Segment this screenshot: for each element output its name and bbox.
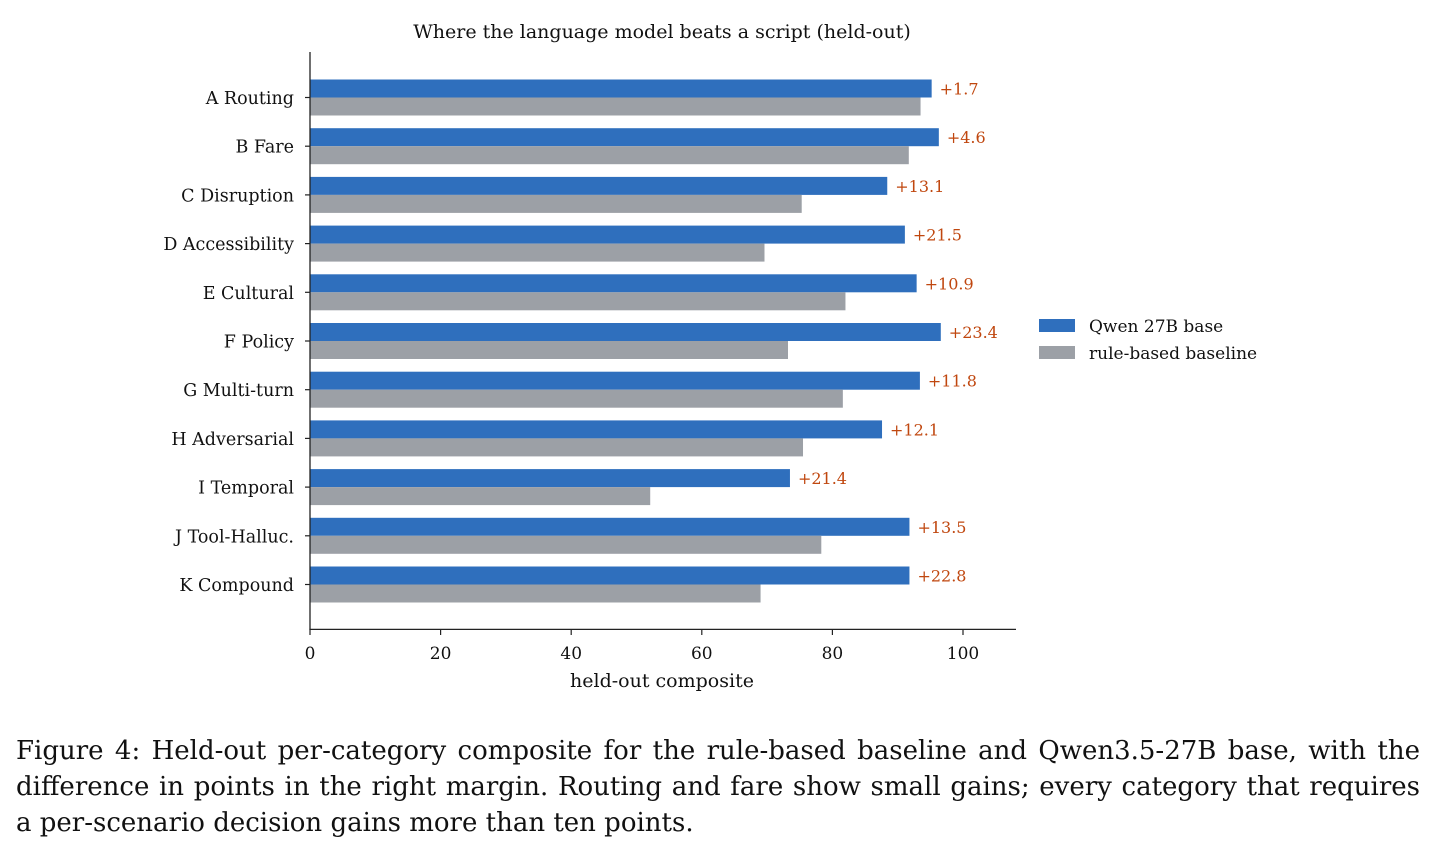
bar-chart: Where the language model beats a script … xyxy=(163,21,1257,692)
chart-title: Where the language model beats a script … xyxy=(413,21,911,43)
bar-qwen-k-compound xyxy=(310,566,910,585)
y-tick-label-e-cultural: E Cultural xyxy=(203,284,295,304)
bar-baseline-k-compound xyxy=(310,584,761,603)
y-tick-labels: A Routing B Fare C Disruption D Accessibili… xyxy=(163,89,310,596)
bar-baseline-i-temporal xyxy=(310,487,651,506)
difference-label-e-cultural: +10.9 xyxy=(925,274,974,293)
x-tick-label-80: 80 xyxy=(822,644,844,664)
bar-qwen-d-accessibility xyxy=(310,225,905,244)
bar-baseline-a-routing xyxy=(310,97,921,116)
difference-label-b-fare: +4.6 xyxy=(947,128,986,147)
bar-baseline-d-accessibility xyxy=(310,243,765,262)
difference-label-i-temporal: +21.4 xyxy=(798,469,847,488)
x-tick-label-100: 100 xyxy=(947,644,979,664)
bar-baseline-g-multi-turn xyxy=(310,389,843,408)
x-tick-label-60: 60 xyxy=(691,644,713,664)
x-tick-label-0: 0 xyxy=(305,644,316,664)
y-tick-label-a-routing: A Routing xyxy=(205,89,294,109)
difference-label-a-routing: +1.7 xyxy=(940,80,979,99)
difference-label-f-policy: +23.4 xyxy=(949,323,998,342)
y-tick-label-f-policy: F Policy xyxy=(224,333,294,353)
legend-swatch-baseline xyxy=(1039,346,1075,359)
bar-baseline-e-cultural xyxy=(310,292,846,311)
y-tick-label-i-temporal: I Temporal xyxy=(198,479,294,499)
y-tick-label-b-fare: B Fare xyxy=(235,138,294,158)
bar-qwen-g-multi-turn xyxy=(310,371,920,390)
y-tick-label-h-adversarial: H Adversarial xyxy=(171,430,294,450)
bar-qwen-h-adversarial xyxy=(310,420,883,439)
y-tick-label-j-tool-halluc: J Tool-Halluc. xyxy=(173,527,294,547)
difference-label-g-multi-turn: +11.8 xyxy=(928,372,977,391)
bar-qwen-a-routing xyxy=(310,79,932,98)
difference-label-c-disruption: +13.1 xyxy=(895,177,944,196)
x-tick-label-40: 40 xyxy=(560,644,582,664)
y-tick-label-g-multi-turn: G Multi-turn xyxy=(183,381,294,401)
figure-caption: Figure 4: Held-out per-category composit… xyxy=(16,736,1420,838)
y-tick-label-d-accessibility: D Accessibility xyxy=(163,235,294,255)
bars-group xyxy=(310,79,941,603)
difference-label-h-adversarial: +12.1 xyxy=(890,420,939,439)
difference-annotations: +1.7 +4.6 +13.1 +21.5 +10.9 +23.4 +11.8 +12.1 +2… xyxy=(798,80,998,586)
bar-baseline-b-fare xyxy=(310,146,909,165)
bar-qwen-f-policy xyxy=(310,323,941,341)
difference-label-j-tool-halluc: +13.5 xyxy=(917,518,966,537)
legend: Qwen 27B base rule-based baseline xyxy=(1039,317,1257,364)
bar-qwen-e-cultural xyxy=(310,274,917,293)
bar-qwen-j-tool-halluc xyxy=(310,517,910,536)
y-tick-label-k-compound: K Compound xyxy=(179,576,294,596)
bar-qwen-c-disruption xyxy=(310,176,888,195)
x-ticks: 0 20 40 60 80 100 xyxy=(305,630,979,664)
legend-swatch-qwen xyxy=(1039,319,1075,332)
legend-label-baseline: rule-based baseline xyxy=(1089,344,1257,364)
bar-baseline-c-disruption xyxy=(310,194,802,213)
legend-label-qwen: Qwen 27B base xyxy=(1089,317,1223,337)
difference-label-d-accessibility: +21.5 xyxy=(913,226,962,245)
bar-baseline-j-tool-halluc xyxy=(310,535,822,554)
bar-baseline-h-adversarial xyxy=(310,438,804,457)
y-tick-label-c-disruption: C Disruption xyxy=(181,186,294,206)
x-axis-label: held-out composite xyxy=(570,670,754,692)
x-tick-label-20: 20 xyxy=(430,644,452,664)
difference-label-k-compound: +22.8 xyxy=(917,567,966,586)
bar-qwen-b-fare xyxy=(310,128,939,147)
bar-baseline-f-policy xyxy=(310,341,788,359)
bar-qwen-i-temporal xyxy=(310,469,790,488)
